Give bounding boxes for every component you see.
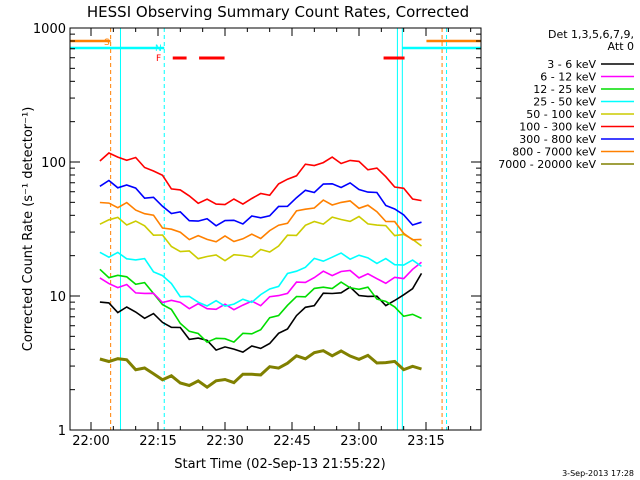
legend-entry-label: 3 - 6 keV xyxy=(547,58,596,71)
legend-entry-label: 7000 - 20000 keV xyxy=(498,158,596,171)
annotation-f: F xyxy=(156,54,161,64)
x-tick-label: 22:00 xyxy=(72,434,109,449)
series-line-800-7000-kev xyxy=(99,199,422,243)
footer-date: 3-Sep-2013 17:28 xyxy=(562,469,634,478)
series-line-50-100-kev xyxy=(99,215,422,262)
legend-entry-label: 100 - 300 keV xyxy=(519,121,596,134)
series-line-3-6-kev xyxy=(99,272,423,353)
legend-entry-label: 300 - 800 keV xyxy=(519,133,596,146)
x-axis-label: Start Time (02-Sep-13 21:55:22) xyxy=(174,457,385,472)
x-tick-label: 22:15 xyxy=(139,434,176,449)
annotation-n: N xyxy=(155,44,162,54)
legend-entry-label: 800 - 7000 keV xyxy=(512,146,596,159)
legend-header-1: Det 1,3,5,6,7,9, xyxy=(548,28,634,41)
x-tick-label: 22:45 xyxy=(273,434,310,449)
chart-title: HESSI Observing Summary Count Rates, Cor… xyxy=(87,3,469,21)
legend-entry-label: 12 - 25 keV xyxy=(533,83,596,96)
y-tick-label: 1 xyxy=(58,424,66,439)
legend-entry-label: 6 - 12 keV xyxy=(540,71,596,84)
plot-frame xyxy=(69,27,482,431)
series-line-6-12-kev xyxy=(99,261,422,311)
y-tick-label: 10 xyxy=(49,290,66,305)
series-line-100-300-kev xyxy=(99,152,422,206)
x-tick-label: 23:00 xyxy=(340,434,377,449)
legend-entry-label: 25 - 50 keV xyxy=(533,96,596,109)
series-line-25-50-kev xyxy=(99,251,422,308)
x-tick-label: 23:15 xyxy=(407,434,444,449)
annotation-s: S xyxy=(104,38,110,48)
series-line-7000-20000-kev xyxy=(99,349,422,390)
y-axis-label: Corrected Count Rate (s⁻¹ detector⁻¹) xyxy=(21,107,36,352)
legend-entry-label: 50 - 100 keV xyxy=(526,108,596,121)
series-line-300-800-kev xyxy=(99,179,422,227)
y-tick-label: 100 xyxy=(41,156,66,171)
legend-header-2: Att 0 xyxy=(608,40,634,53)
x-tick-label: 22:30 xyxy=(206,434,243,449)
y-tick-label: 1000 xyxy=(33,22,66,37)
